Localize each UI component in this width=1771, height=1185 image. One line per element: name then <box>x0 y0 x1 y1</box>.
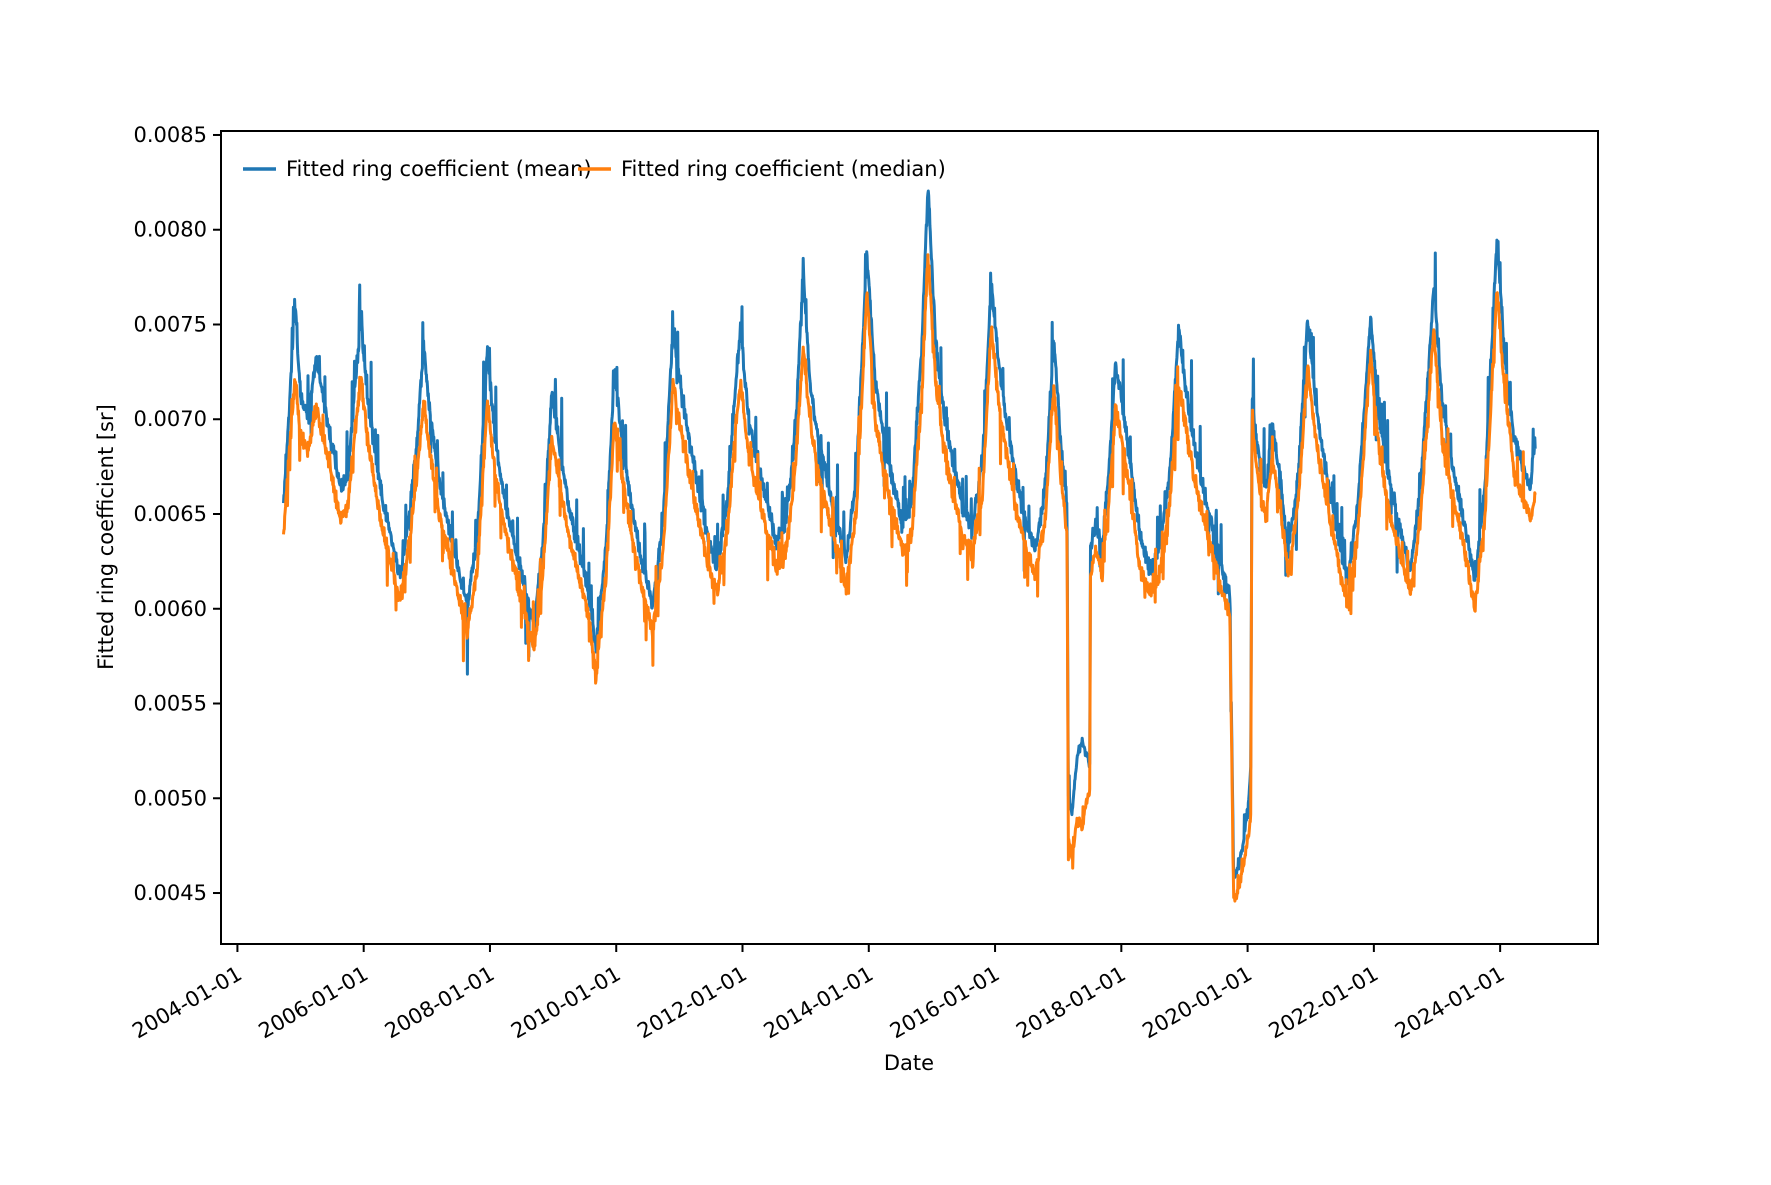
y-axis-label: Fitted ring coefficient [sr] <box>94 404 118 670</box>
y-tick-label: 0.0045 <box>134 881 207 905</box>
series-line-mean <box>282 189 1537 879</box>
x-tick-label: 2012-01-01 <box>633 962 751 1044</box>
x-tick-label: 2020-01-01 <box>1138 962 1256 1044</box>
y-tick-label: 0.0065 <box>134 502 207 526</box>
x-tick-label: 2022-01-01 <box>1265 962 1383 1044</box>
legend-label-median: Fitted ring coefficient (median) <box>621 157 946 181</box>
plot-frame <box>220 130 1599 945</box>
x-tick-label: 2004-01-01 <box>128 962 246 1044</box>
y-tick-label: 0.0080 <box>134 218 207 242</box>
x-tick-label: 2016-01-01 <box>886 962 1004 1044</box>
x-tick-label: 2010-01-01 <box>507 962 625 1044</box>
plot-area: 2004-01-01 2006-01-01 2008-01-01 2010-01-01… <box>128 123 1599 1044</box>
x-tick-label: 2008-01-01 <box>381 962 499 1044</box>
y-tick-label: 0.0070 <box>134 407 207 431</box>
y-tick-label: 0.0075 <box>134 312 207 336</box>
y-tick-label: 0.0085 <box>134 123 207 147</box>
x-tick-label: 2018-01-01 <box>1012 962 1130 1044</box>
legend: Fitted ring coefficient (mean) Fitted ri… <box>243 157 946 181</box>
y-tick-label: 0.0055 <box>134 692 207 716</box>
x-tick-label: 2014-01-01 <box>760 962 878 1044</box>
y-tick-label: 0.0050 <box>134 786 207 810</box>
y-tick-label: 0.0060 <box>134 597 207 621</box>
x-tick-label: 2024-01-01 <box>1391 962 1509 1044</box>
series-line-median <box>282 253 1537 903</box>
legend-label-mean: Fitted ring coefficient (mean) <box>286 157 592 181</box>
x-axis-label: Date <box>884 1051 934 1075</box>
x-tick-label: 2006-01-01 <box>254 962 372 1044</box>
